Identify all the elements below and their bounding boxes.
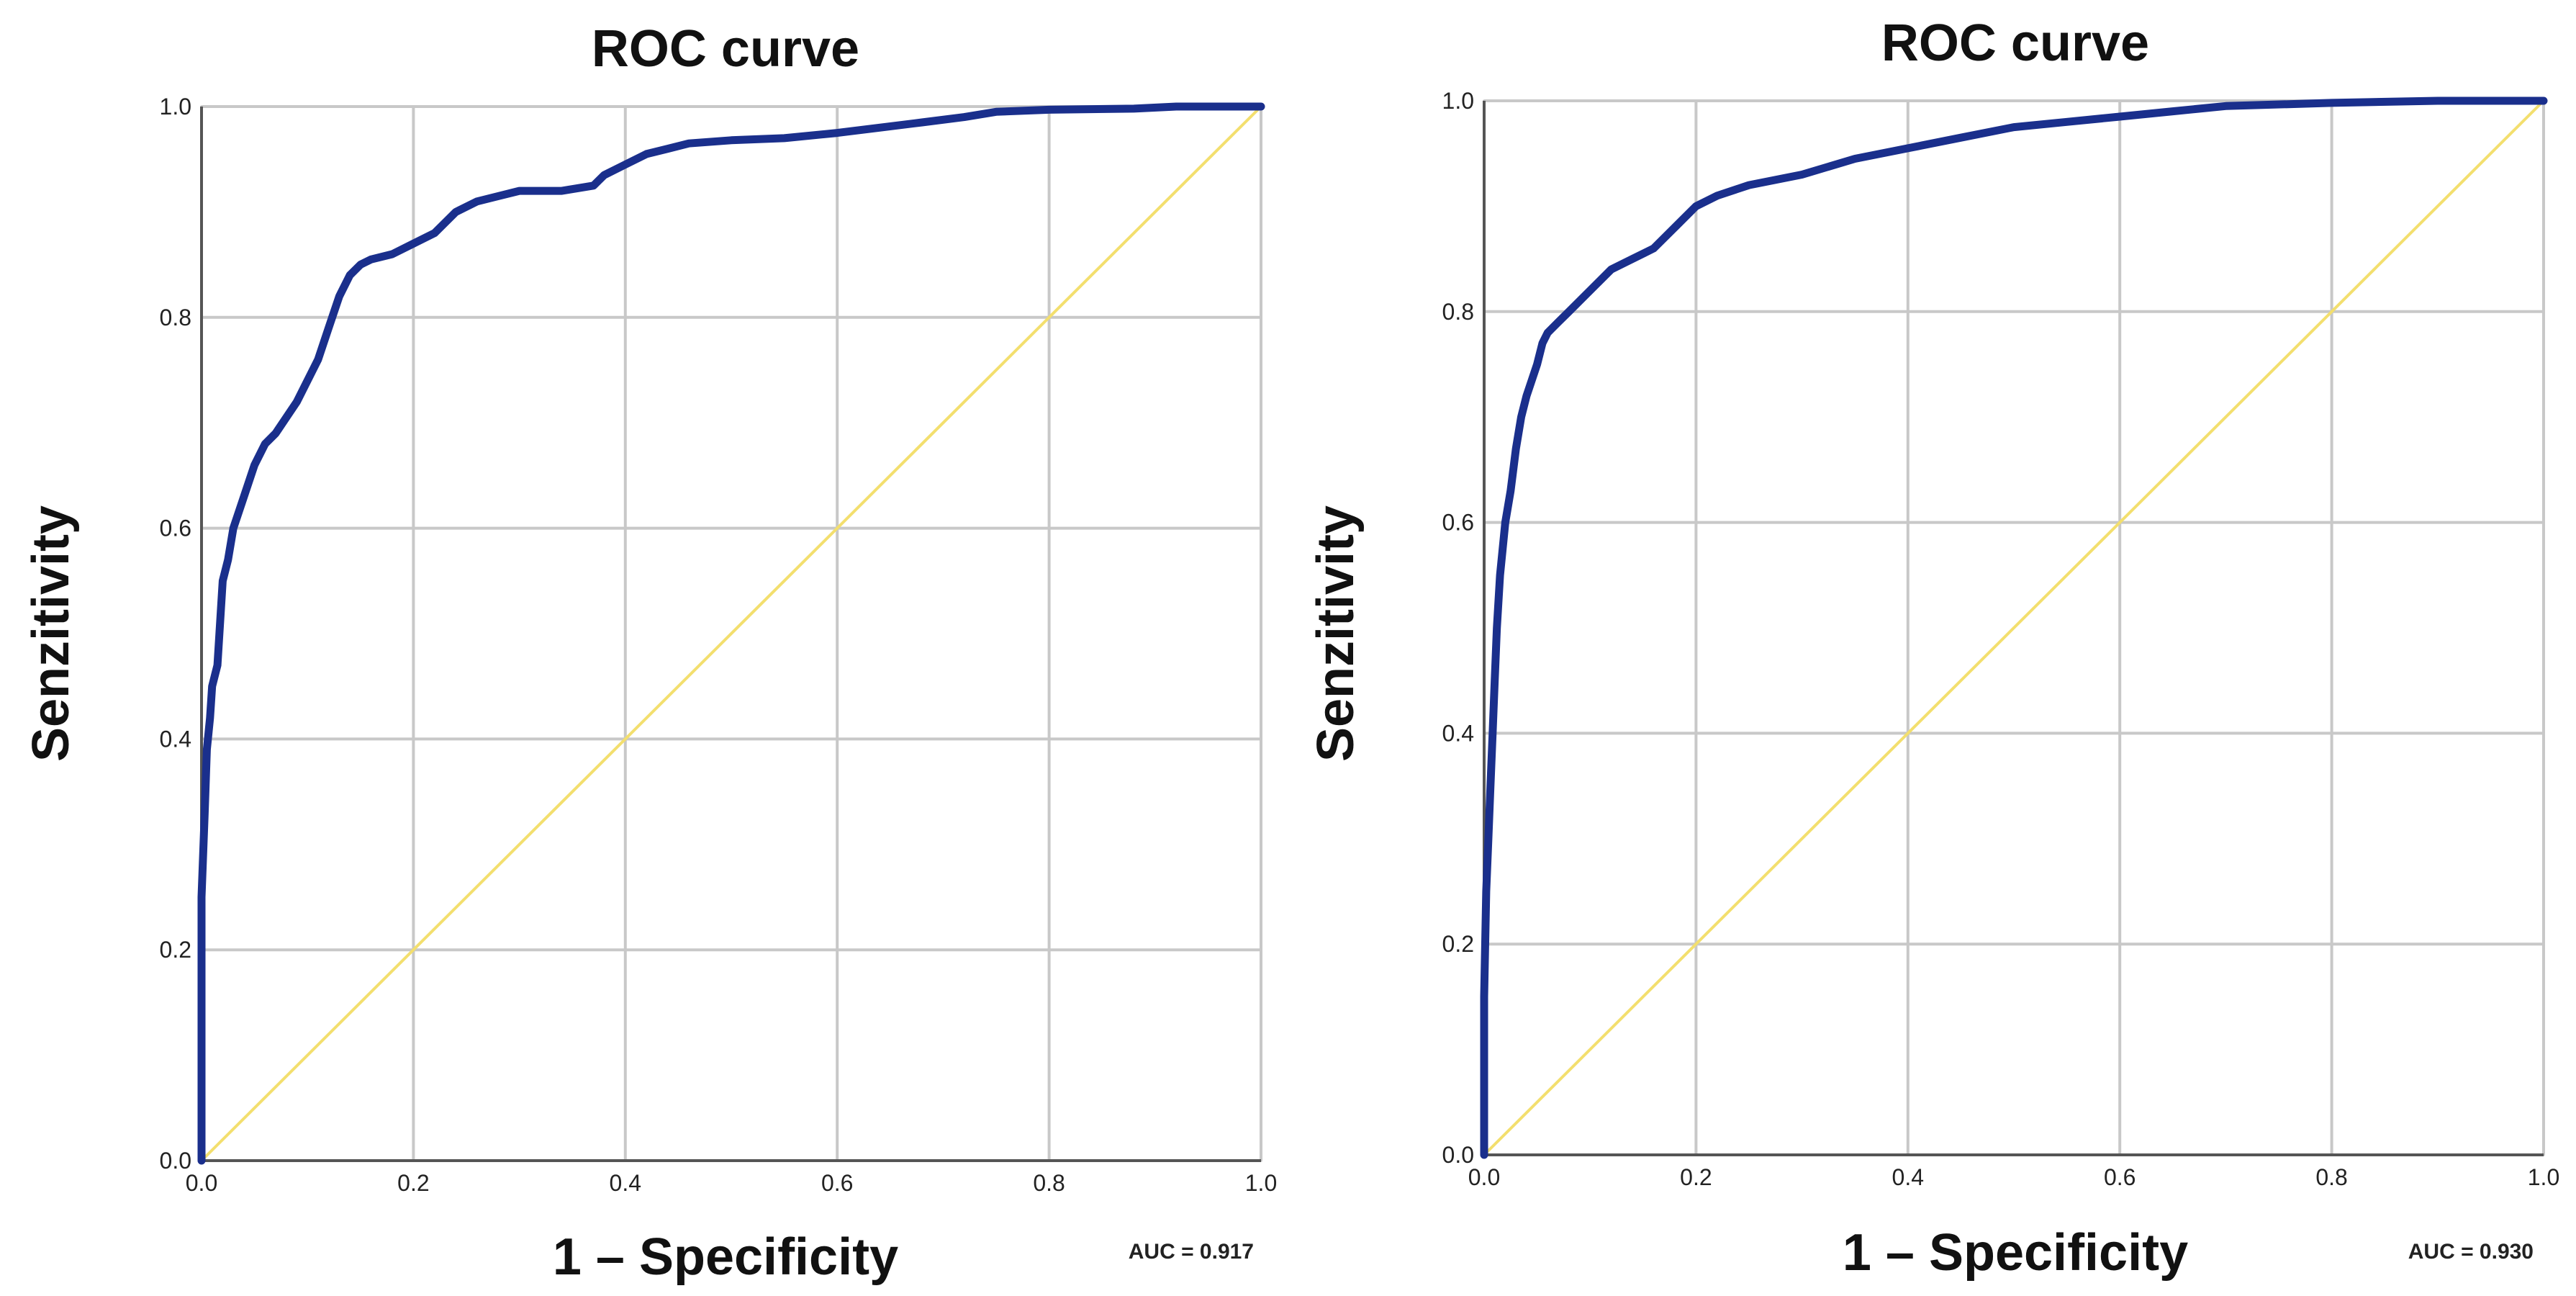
auc-annotation: AUC = 0.917	[1129, 1240, 1254, 1264]
x-axis-label: 1 – Specificity	[553, 1228, 898, 1286]
y-tick-label: 1.0	[1442, 88, 1474, 114]
x-tick-label: 0.8	[2315, 1164, 2347, 1190]
y-tick-label: 0.2	[160, 937, 191, 963]
grid-lines	[1484, 99, 2545, 1155]
y-tick-label: 1.0	[160, 94, 191, 120]
y-tick-label: 0.0	[1442, 1142, 1474, 1168]
tick-labels: 0.0 0.2 0.4 0.6 0.8 1.0 0.0 0.2 0.4 0.6 0.8 1.0	[1442, 88, 2560, 1190]
x-tick-label: 1.0	[1245, 1170, 1277, 1196]
tick-labels: 0.0 0.2 0.4 0.6 0.8 1.0 0.0 0.2 0.4 0.6 0.8 1.0	[160, 94, 1278, 1196]
x-tick-label: 0.6	[821, 1170, 853, 1196]
y-axis-label: Senzitivity	[22, 505, 80, 762]
chart-title: ROC curve	[1881, 14, 2149, 72]
series-layer	[1480, 96, 2548, 1159]
x-tick-label: 0.4	[610, 1170, 641, 1196]
chart-title: ROC curve	[592, 20, 859, 78]
grid-lines	[202, 105, 1262, 1161]
roc-series-line	[197, 102, 1265, 1165]
y-tick-label: 0.2	[1442, 931, 1474, 957]
reference-line	[200, 105, 1262, 1162]
y-tick-label: 0.8	[1442, 299, 1474, 325]
y-tick-label: 0.0	[160, 1148, 191, 1174]
x-tick-label: 0.0	[186, 1170, 217, 1196]
roc-panel-left: ROC curve 0.0 0.2 0.4 0.6 0.8 1.0 0.0 0.2 0.4 0.6…	[22, 20, 1277, 1286]
x-axis-label: 1 – Specificity	[1843, 1224, 2188, 1282]
x-tick-label: 0.2	[397, 1170, 429, 1196]
series-layer	[197, 102, 1265, 1165]
x-tick-label: 0.8	[1033, 1170, 1065, 1196]
x-tick-label: 0.0	[1468, 1164, 1500, 1190]
auc-annotation: AUC = 0.930	[2408, 1240, 2534, 1264]
roc-series-line	[1480, 96, 2548, 1159]
y-tick-label: 0.8	[160, 305, 191, 330]
x-tick-label: 0.6	[2104, 1164, 2136, 1190]
x-tick-label: 0.4	[1892, 1164, 1924, 1190]
y-tick-label: 0.4	[1442, 720, 1474, 746]
y-axis-label: Senzitivity	[1307, 505, 1365, 762]
reference-line	[1483, 99, 2545, 1156]
x-tick-label: 0.2	[1680, 1164, 1712, 1190]
roc-panel-right: ROC curve 0.0 0.2 0.4 0.6 0.8 1.0 0.0 0.2 0.4 0.6…	[1307, 14, 2559, 1282]
x-tick-label: 1.0	[2528, 1164, 2559, 1190]
y-tick-label: 0.6	[160, 516, 191, 541]
y-tick-label: 0.4	[160, 726, 191, 752]
y-tick-label: 0.6	[1442, 510, 1474, 536]
